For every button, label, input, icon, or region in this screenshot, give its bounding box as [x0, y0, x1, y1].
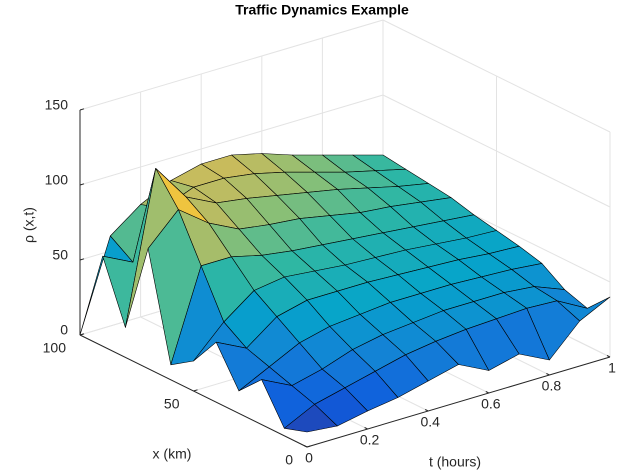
chart-title: Traffic Dynamics Example — [235, 2, 409, 18]
x-tick — [303, 445, 308, 448]
grid-line — [382, 19, 611, 133]
z-tick-label: 50 — [52, 247, 68, 263]
y-axis-label: x (km) — [153, 446, 192, 462]
surface-patch — [283, 403, 338, 433]
z-tick — [79, 258, 85, 261]
z-tick — [79, 108, 85, 111]
y-tick — [306, 445, 312, 448]
z-axis-label: ρ (x,t) — [21, 207, 37, 243]
x-tick-label: 1 — [608, 360, 616, 376]
y-tick — [193, 389, 198, 392]
z-tick-label: 150 — [45, 97, 69, 113]
z-tick — [79, 183, 85, 186]
x-tick — [424, 409, 429, 412]
x-tick — [546, 373, 550, 376]
x-tick — [364, 427, 368, 430]
x-tick-label: 0.6 — [481, 396, 501, 412]
grid-line — [79, 94, 384, 186]
x-tick — [485, 391, 490, 394]
x-tick-label: 0.4 — [420, 414, 440, 430]
y-tick-label: 0 — [285, 452, 293, 468]
grid-line — [79, 19, 384, 111]
x-tick-label: 0.2 — [360, 432, 380, 448]
x-tick-label: 0 — [305, 450, 313, 466]
y-tick-label: 50 — [164, 396, 180, 412]
x-axis — [306, 356, 611, 448]
x-tick — [606, 355, 611, 358]
z-tick-label: 100 — [45, 172, 69, 188]
z-tick — [79, 333, 85, 336]
y-tick-label: 100 — [43, 340, 67, 356]
x-tick-label: 0.8 — [542, 378, 562, 394]
x-axis-label: t (hours) — [429, 454, 481, 470]
z-tick-label: 0 — [60, 322, 68, 338]
grid-line — [382, 94, 611, 208]
